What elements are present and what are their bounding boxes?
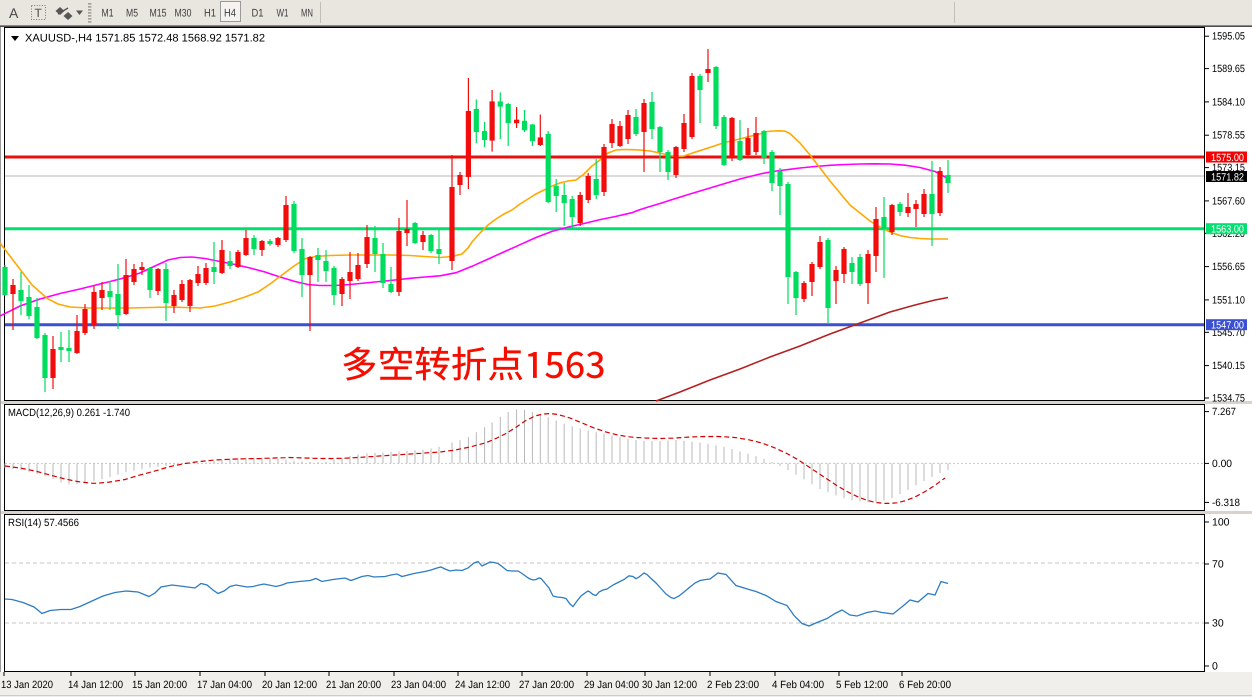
svg-text:17 Jan 04:00: 17 Jan 04:00 [197, 679, 252, 691]
svg-text:D1: D1 [252, 8, 264, 20]
svg-text:1595.05: 1595.05 [1212, 31, 1245, 43]
svg-text:M30: M30 [175, 8, 192, 20]
svg-text:1534.75: 1534.75 [1212, 393, 1245, 405]
svg-text:7.267: 7.267 [1212, 406, 1236, 418]
svg-text:70: 70 [1212, 559, 1224, 571]
svg-text:1584.10: 1584.10 [1212, 96, 1245, 108]
svg-text:5 Feb 12:00: 5 Feb 12:00 [836, 679, 888, 691]
svg-text:W1: W1 [277, 8, 289, 20]
svg-text:1567.60: 1567.60 [1212, 195, 1245, 207]
svg-text:T: T [35, 6, 43, 20]
svg-text:0: 0 [1212, 661, 1218, 673]
svg-text:A: A [9, 5, 19, 21]
svg-text:20 Jan 12:00: 20 Jan 12:00 [262, 679, 317, 691]
svg-text:MN: MN [301, 8, 313, 20]
svg-text:23 Jan 04:00: 23 Jan 04:00 [391, 679, 446, 691]
svg-text:XAUUSD-,H4 1571.85 1572.48 15: XAUUSD-,H4 1571.85 1572.48 1568.92 1571.… [25, 33, 265, 45]
svg-text:1540.15: 1540.15 [1212, 360, 1245, 372]
svg-text:29 Jan 04:00: 29 Jan 04:00 [584, 679, 639, 691]
svg-text:H4: H4 [224, 8, 236, 20]
svg-text:1556.65: 1556.65 [1212, 261, 1245, 273]
svg-text:21 Jan 20:00: 21 Jan 20:00 [326, 679, 381, 691]
svg-text:M5: M5 [126, 8, 138, 20]
svg-text:RSI(14) 57.4566: RSI(14) 57.4566 [8, 517, 79, 529]
svg-text:M1: M1 [102, 8, 114, 20]
svg-text:6 Feb 20:00: 6 Feb 20:00 [899, 679, 951, 691]
svg-text:1563.00: 1563.00 [1211, 224, 1244, 236]
svg-text:1589.65: 1589.65 [1212, 63, 1245, 75]
svg-text:24 Jan 12:00: 24 Jan 12:00 [455, 679, 510, 691]
svg-text:13 Jan 2020: 13 Jan 2020 [1, 679, 53, 691]
svg-text:-6.318: -6.318 [1212, 497, 1240, 509]
svg-text:1571.82: 1571.82 [1211, 171, 1244, 183]
svg-text:27 Jan 20:00: 27 Jan 20:00 [519, 679, 574, 691]
svg-text:H1: H1 [204, 8, 216, 20]
svg-text:4 Feb 04:00: 4 Feb 04:00 [772, 679, 824, 691]
svg-text:1575.00: 1575.00 [1211, 152, 1244, 164]
svg-text:30 Jan 12:00: 30 Jan 12:00 [642, 679, 697, 691]
svg-text:15 Jan 20:00: 15 Jan 20:00 [132, 679, 187, 691]
svg-text:14 Jan 12:00: 14 Jan 12:00 [68, 679, 123, 691]
svg-text:1578.55: 1578.55 [1212, 130, 1245, 142]
svg-text:2 Feb 23:00: 2 Feb 23:00 [707, 679, 759, 691]
svg-text:M15: M15 [150, 8, 167, 20]
svg-text:1551.10: 1551.10 [1212, 294, 1245, 306]
svg-text:1547.00: 1547.00 [1211, 320, 1244, 332]
svg-text:100: 100 [1212, 517, 1230, 529]
svg-text:0.00: 0.00 [1212, 458, 1232, 470]
svg-text:30: 30 [1212, 618, 1224, 630]
svg-text:MACD(12,26,9) 0.261 -1.740: MACD(12,26,9) 0.261 -1.740 [8, 407, 130, 419]
